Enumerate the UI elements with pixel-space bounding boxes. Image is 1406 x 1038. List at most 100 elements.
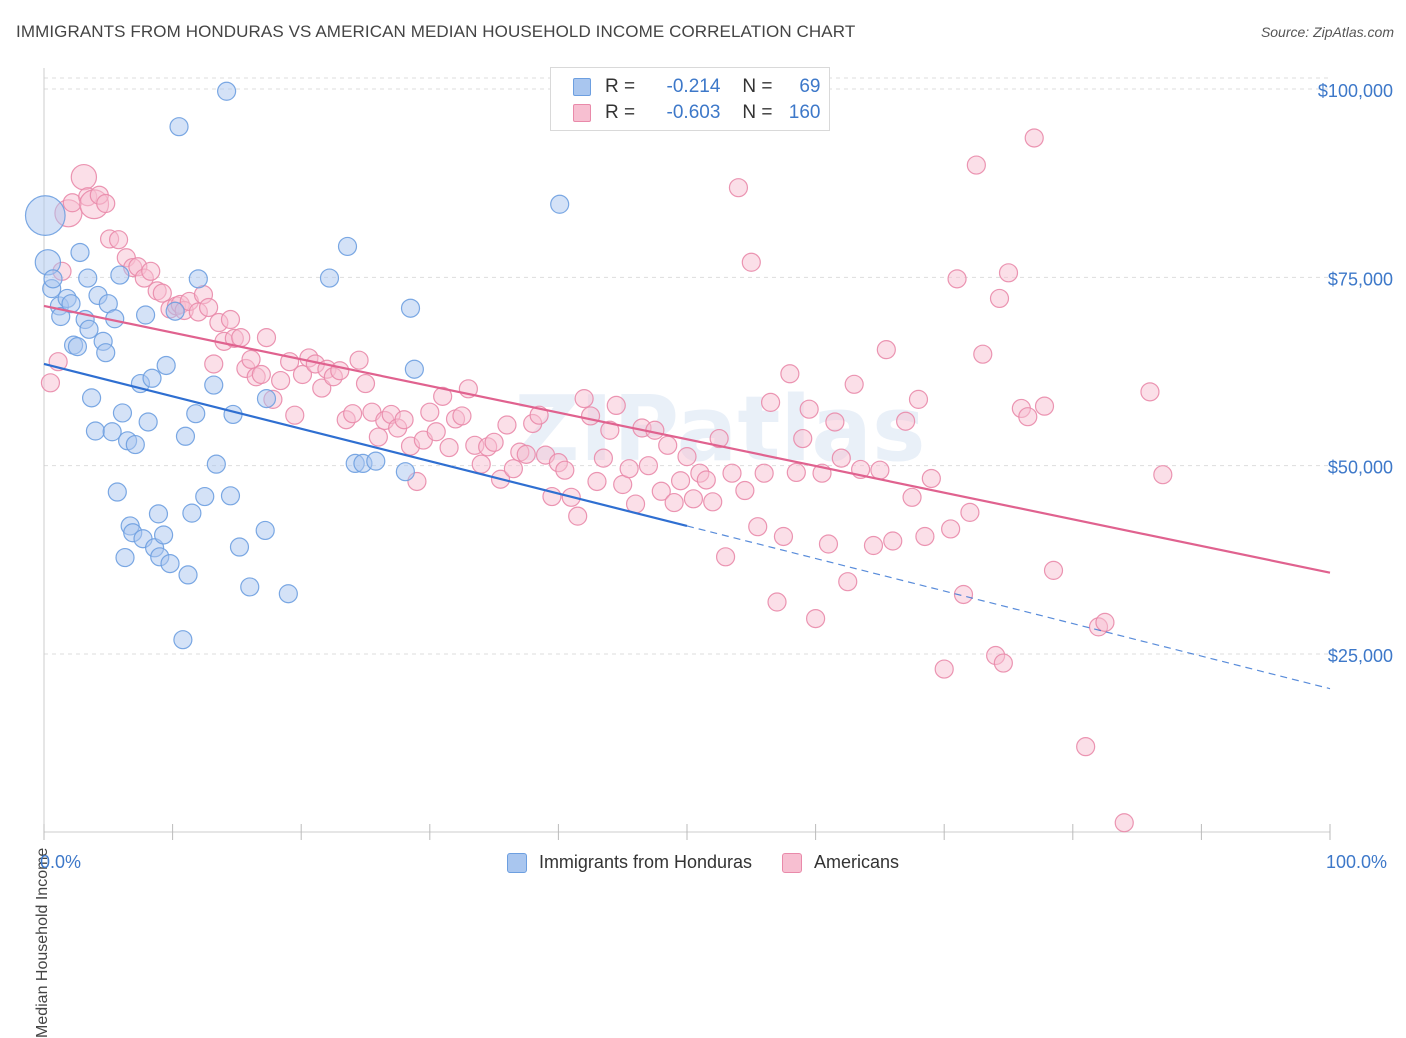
legend-item-americans[interactable]: Americans — [782, 852, 899, 873]
data-point — [677, 447, 697, 467]
data-point — [366, 451, 386, 471]
data-point — [395, 462, 415, 482]
data-point — [728, 178, 749, 198]
data-point — [503, 459, 523, 479]
data-point — [420, 402, 440, 422]
data-point — [876, 340, 896, 360]
data-point — [1140, 382, 1160, 402]
data-point — [439, 437, 459, 458]
data-point — [125, 434, 145, 455]
data-point — [844, 374, 864, 394]
data-point — [160, 553, 180, 574]
data-point — [204, 375, 224, 395]
legend-n-label: N = — [742, 102, 773, 123]
data-point — [683, 489, 704, 509]
data-point — [471, 454, 491, 474]
data-point — [169, 117, 189, 137]
data-point — [107, 482, 127, 502]
data-point — [152, 283, 172, 303]
data-point — [638, 456, 659, 476]
data-point — [349, 350, 369, 370]
data-point — [529, 405, 549, 425]
data-point — [818, 534, 839, 554]
data-point — [793, 428, 813, 449]
data-point — [355, 373, 376, 394]
data-point — [173, 630, 193, 650]
y-axis-label: Median Household Income — [34, 847, 51, 1038]
data-point — [921, 468, 941, 489]
y-tick-label: $50,000 — [1328, 458, 1393, 478]
data-point — [199, 297, 219, 318]
chart-title: IMMIGRANTS FROM HONDURAS VS AMERICAN MED… — [16, 22, 856, 41]
data-point — [966, 155, 986, 175]
data-point — [870, 460, 890, 480]
legend-n-value: 69 — [799, 76, 821, 97]
data-point — [484, 432, 504, 452]
legend-swatch-pink — [573, 104, 591, 122]
series-legend: Immigrants from Honduras Americans — [0, 852, 1406, 873]
data-point — [805, 608, 826, 629]
data-point — [135, 305, 156, 325]
data-point — [658, 435, 678, 455]
data-point — [426, 422, 446, 442]
data-point — [433, 386, 453, 406]
legend-row-honduras: R = -0.214 N = 69 — [573, 75, 821, 99]
data-point — [330, 361, 350, 381]
data-point — [1095, 612, 1115, 632]
data-point — [767, 592, 787, 612]
data-point — [580, 406, 601, 426]
data-point — [231, 328, 251, 348]
data-point — [108, 230, 129, 250]
data-point — [61, 294, 81, 314]
legend-swatch-blue — [573, 78, 591, 96]
data-point — [606, 395, 626, 415]
data-point — [337, 236, 358, 257]
data-point — [51, 306, 71, 327]
data-point — [741, 252, 761, 272]
data-point — [953, 584, 974, 605]
data-point — [251, 364, 271, 385]
data-point — [404, 359, 424, 379]
scatter-chart: ZIPatlas $25,000$50,000$75,000$100,000 — [24, 68, 1393, 840]
y-tick-label: $75,000 — [1328, 269, 1393, 289]
data-point — [81, 388, 102, 408]
data-point — [735, 480, 755, 501]
correlation-legend: R = -0.214 N = 69 R = -0.603 N = 160 — [550, 67, 830, 131]
trend-line-honduras — [43, 362, 688, 528]
data-point — [241, 349, 261, 370]
data-point — [550, 194, 570, 214]
legend-row-americans: R = -0.603 N = 160 — [573, 101, 821, 125]
data-point — [709, 428, 729, 449]
data-point — [153, 525, 174, 545]
data-point — [574, 389, 594, 409]
data-point — [587, 471, 607, 492]
data-point — [278, 584, 298, 604]
data-point — [619, 459, 639, 479]
legend-item-honduras[interactable]: Immigrants from Honduras — [506, 852, 752, 873]
source-label: Source: ZipAtlas.com — [1260, 24, 1394, 40]
trend-lines — [43, 304, 1331, 690]
y-tick-label: $100,000 — [1318, 81, 1393, 101]
data-point — [934, 659, 954, 679]
data-point — [195, 486, 215, 507]
data-point — [255, 520, 275, 541]
data-point — [748, 517, 768, 537]
data-point — [102, 422, 122, 442]
y-tick-labels: $25,000 $50,000 $75,000 $100,000 — [1318, 81, 1393, 666]
data-point — [760, 392, 781, 412]
data-point — [96, 193, 116, 214]
data-point — [70, 163, 98, 191]
data-point — [292, 364, 313, 385]
data-point — [175, 426, 196, 446]
data-point — [156, 355, 176, 376]
data-point — [217, 81, 237, 101]
data-point — [138, 412, 158, 432]
legend-r-label: R = — [605, 102, 636, 123]
data-point — [993, 653, 1013, 673]
legend-swatch-pink — [782, 852, 803, 873]
data-point — [206, 454, 226, 474]
trend-line-americans — [43, 304, 1331, 574]
data-point — [831, 448, 851, 468]
data-point — [188, 269, 208, 289]
data-point — [703, 492, 723, 512]
